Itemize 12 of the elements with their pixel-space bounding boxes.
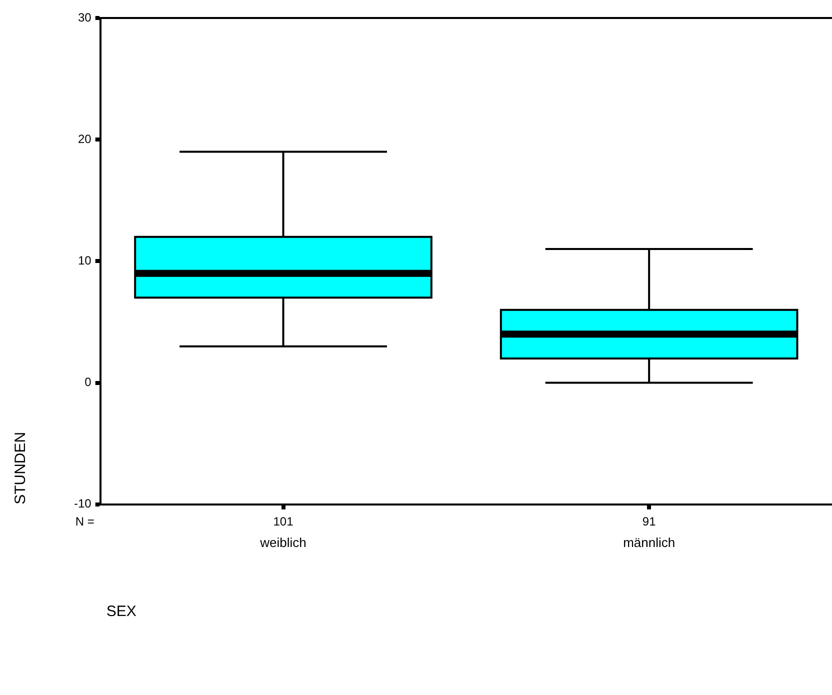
text: SEX bbox=[106, 603, 136, 620]
y-axis-title: STUNDEN bbox=[12, 432, 30, 504]
y-tick-label: 20 bbox=[78, 132, 92, 146]
text: N = bbox=[75, 514, 94, 529]
x-tick-label: weiblich bbox=[259, 534, 306, 550]
text: 101 bbox=[273, 514, 294, 529]
text: 91 bbox=[642, 514, 656, 529]
y-tick-label: 0 bbox=[84, 375, 92, 390]
y-tick-label: 10 bbox=[78, 254, 92, 268]
x-tick-label: männlich bbox=[623, 534, 676, 550]
y-tick-label: -10 bbox=[74, 496, 92, 511]
y-tick-label: 30 bbox=[78, 10, 92, 24]
